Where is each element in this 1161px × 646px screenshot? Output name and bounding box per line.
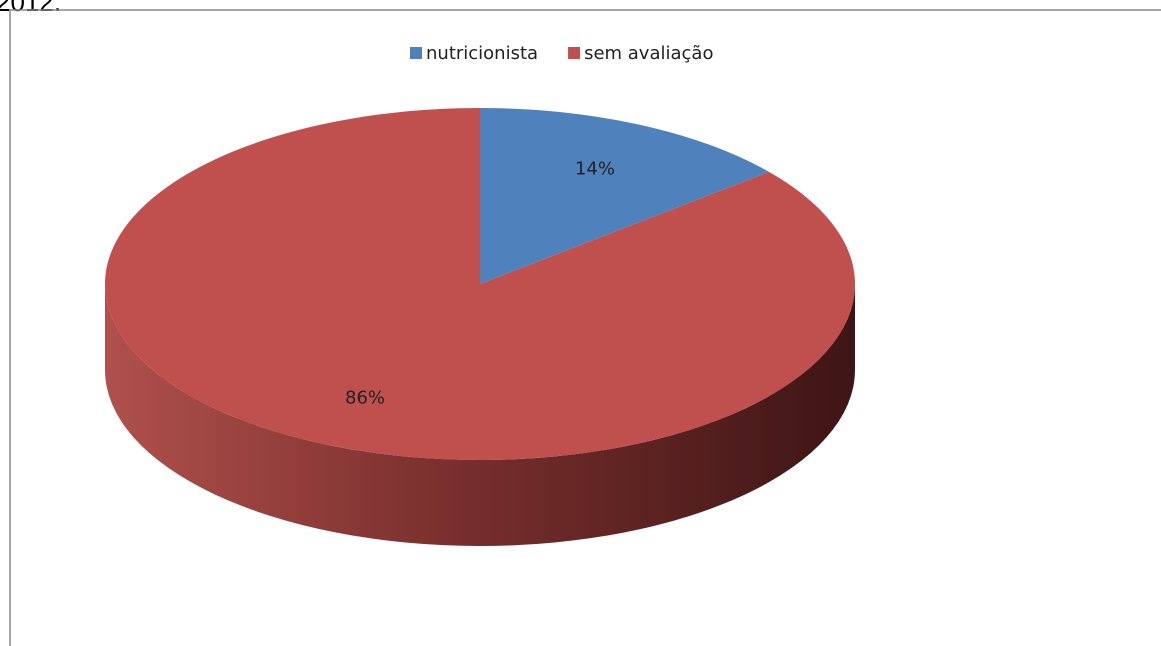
chart-frame	[9, 9, 1161, 646]
data-label: 14%	[575, 158, 615, 179]
pie-slice	[480, 108, 769, 284]
legend-swatch	[410, 47, 422, 59]
pie-slice	[104, 108, 855, 460]
legend-swatch	[568, 47, 581, 59]
legend-label: sem avaliação	[584, 43, 713, 64]
caption: 2012.	[0, 0, 61, 17]
pie-side	[105, 284, 855, 546]
data-label: 86%	[345, 388, 385, 409]
legend-label: nutricionista	[426, 43, 538, 64]
